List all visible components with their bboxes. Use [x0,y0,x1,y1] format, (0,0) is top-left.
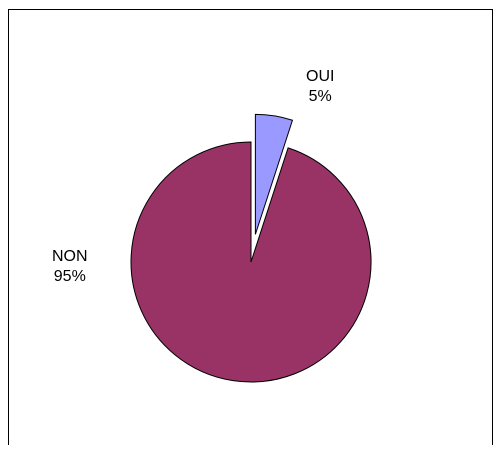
slice-label-oui: OUI 5% [306,67,334,107]
slice-name-oui: OUI [306,68,335,85]
slice-percent-oui: 5% [308,88,332,105]
slice-percent-non: 95% [53,268,86,285]
pie-slice-oui [254,113,294,235]
slice-label-non: NON 95% [52,247,88,287]
slice-name-non: NON [52,248,88,265]
pie-slice-non [130,141,372,383]
